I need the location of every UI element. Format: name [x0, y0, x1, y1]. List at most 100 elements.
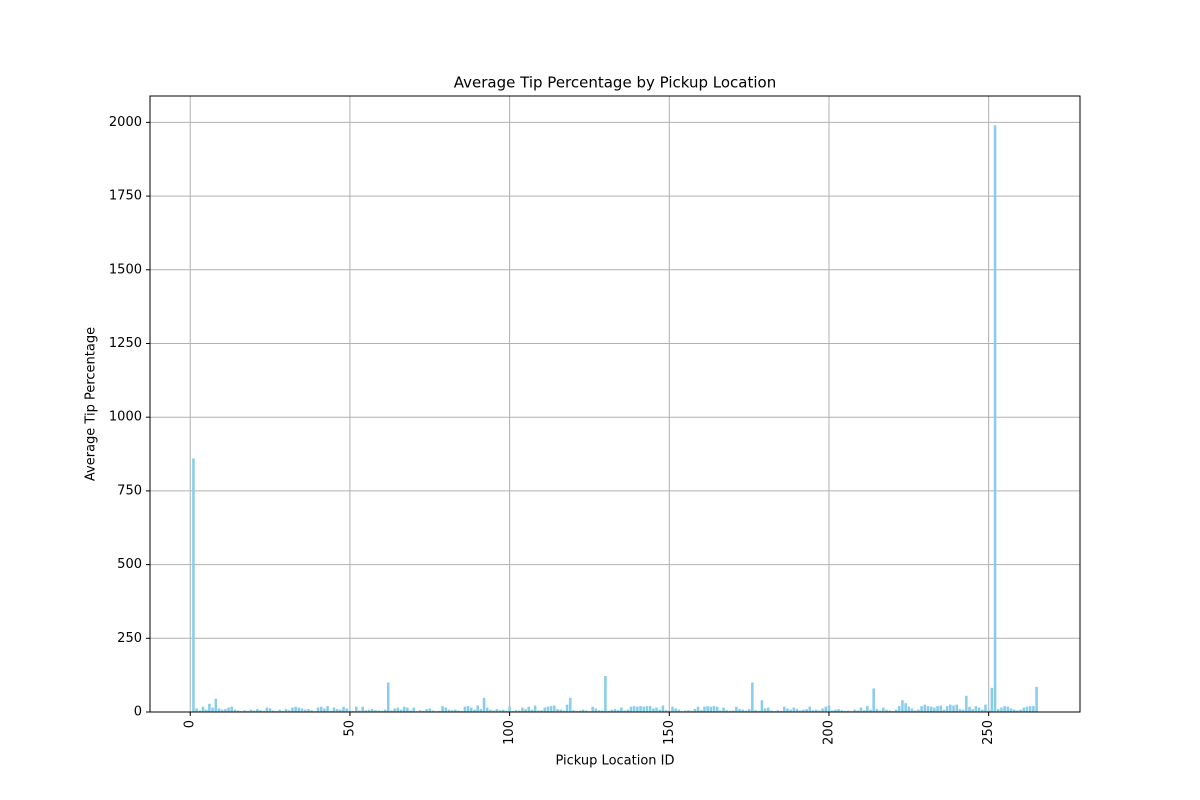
bar: [885, 709, 888, 712]
bar: [961, 709, 965, 712]
bar: [699, 710, 703, 712]
y-tick-label: 1000: [109, 410, 142, 425]
bar: [463, 706, 467, 712]
bar: [198, 710, 202, 712]
bar: [1022, 707, 1026, 712]
bar: [396, 707, 400, 712]
bar: [294, 706, 297, 712]
x-tick-label: 200: [821, 720, 836, 745]
bar: [530, 709, 534, 712]
bar: [859, 707, 863, 712]
bar: [559, 709, 562, 712]
bar: [683, 710, 687, 712]
y-tick-label: 250: [117, 631, 142, 646]
bar: [767, 707, 770, 712]
bar: [604, 676, 607, 712]
y-tick-label: 500: [117, 557, 142, 572]
bar: [562, 710, 566, 712]
bar: [814, 709, 818, 712]
bar: [399, 709, 403, 712]
bar: [1009, 708, 1013, 712]
x-tick-label: 150: [662, 720, 677, 745]
bar: [575, 710, 578, 712]
bar: [952, 705, 955, 712]
bar: [284, 709, 288, 712]
bar: [837, 709, 840, 712]
bar: [846, 710, 850, 712]
bar: [968, 706, 971, 712]
bar: [549, 706, 553, 712]
bar: [808, 706, 812, 712]
x-axis-label: Pickup Location ID: [555, 754, 674, 769]
bar: [227, 707, 230, 712]
bar: [208, 703, 211, 712]
bar: [709, 706, 713, 712]
bar: [224, 709, 227, 712]
bar: [543, 707, 547, 712]
bar: [901, 700, 904, 712]
bar: [990, 687, 994, 712]
bar: [907, 706, 911, 712]
bar: [492, 710, 495, 712]
bar: [862, 710, 866, 712]
bar: [358, 710, 361, 712]
bar: [390, 710, 393, 712]
bar: [949, 704, 952, 712]
bar: [441, 706, 444, 712]
bar: [533, 705, 537, 712]
bar: [920, 706, 923, 712]
bar: [712, 706, 716, 712]
bar: [252, 710, 256, 712]
bar: [671, 706, 674, 712]
bar: [623, 710, 626, 712]
bar: [454, 709, 457, 712]
bar: [827, 705, 831, 712]
bar: [888, 710, 891, 712]
bar: [243, 710, 246, 712]
bar: [319, 706, 323, 712]
bar: [661, 705, 665, 712]
bar: [872, 688, 875, 712]
bar: [495, 709, 499, 712]
bar: [917, 709, 920, 712]
bar: [537, 710, 540, 712]
bar: [540, 710, 543, 712]
bar: [782, 706, 786, 712]
bar: [763, 708, 767, 712]
bar: [428, 708, 432, 712]
bar: [939, 705, 943, 712]
bar: [824, 706, 828, 712]
bar: [345, 708, 349, 712]
bar: [329, 710, 333, 712]
bar: [361, 706, 364, 712]
bar: [945, 706, 949, 712]
bar: [281, 710, 285, 712]
bar: [738, 709, 741, 712]
bar: [1019, 709, 1022, 712]
bar: [610, 709, 614, 712]
bar: [256, 709, 259, 712]
bar: [626, 709, 630, 712]
x-tick-label: 0: [183, 720, 198, 728]
bar: [853, 709, 856, 712]
bar: [578, 710, 582, 712]
bar: [195, 708, 198, 712]
x-tick-label: 50: [342, 720, 357, 737]
x-tick-label: 250: [981, 720, 996, 745]
bar: [201, 706, 205, 712]
bar: [517, 710, 521, 712]
bar: [1012, 709, 1016, 712]
bar: [802, 709, 805, 712]
bar: [332, 707, 336, 712]
bar: [798, 710, 802, 712]
bar: [929, 706, 933, 712]
bar: [287, 710, 291, 712]
bar: [1000, 707, 1003, 712]
bar: [485, 707, 489, 712]
y-tick-label: 2000: [109, 115, 142, 130]
bar: [600, 710, 604, 712]
bar: [658, 709, 661, 712]
bar: [1025, 706, 1029, 712]
chart-title: Average Tip Percentage by Pickup Locatio…: [454, 74, 776, 92]
bar: [466, 706, 470, 712]
